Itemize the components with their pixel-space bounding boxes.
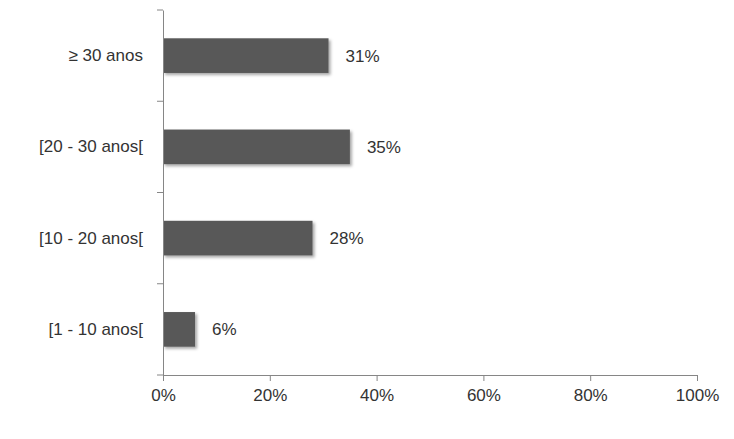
- category-separator: [157, 101, 163, 102]
- x-tick: 100%: [676, 375, 719, 405]
- y-tick-label: [20 - 30 anos[: [39, 137, 143, 156]
- y-tick: [1 - 10 anos[: [48, 320, 163, 339]
- bars: [163, 38, 350, 346]
- category-separator: [157, 10, 163, 11]
- category-separator: [157, 375, 163, 376]
- category-separator: [157, 283, 163, 284]
- x-tick-label: 20%: [253, 386, 287, 405]
- y-tick: [10 - 20 anos[: [39, 229, 163, 248]
- data-label: 28%: [330, 229, 364, 248]
- x-tick: 0%: [151, 375, 176, 405]
- x-tick: 80%: [574, 375, 608, 405]
- x-tick-mark: [697, 375, 698, 381]
- x-axis: 0% 20% 40% 60% 80% 100%: [151, 375, 719, 405]
- y-axis-line: [163, 11, 164, 376]
- data-label: 35%: [367, 138, 401, 157]
- bar: [163, 130, 350, 165]
- x-tick: 60%: [467, 375, 501, 405]
- bar: [163, 312, 195, 347]
- x-tick-label: 40%: [360, 386, 394, 405]
- data-labels: 31% 35% 28% 6%: [212, 47, 401, 340]
- chart: 31% 35% 28% 6% 0% 20% 40% 60% 80% 100% ≥ 30 anos [2…: [0, 0, 734, 439]
- y-tick: [20 - 30 anos[: [39, 137, 163, 156]
- x-tick: 20%: [253, 375, 287, 405]
- x-tick-mark: [590, 375, 591, 381]
- y-tick-label: [10 - 20 anos[: [39, 229, 143, 248]
- x-tick-label: 0%: [151, 386, 176, 405]
- bar: [163, 38, 329, 73]
- y-tick: ≥ 30 anos: [68, 46, 163, 65]
- x-tick-mark: [163, 375, 164, 381]
- x-tick-label: 60%: [467, 386, 501, 405]
- y-tick-label: [1 - 10 anos[: [48, 320, 143, 339]
- data-label: 31%: [346, 47, 380, 66]
- x-tick-mark: [270, 375, 271, 381]
- x-tick: 40%: [360, 375, 394, 405]
- bar: [163, 221, 313, 256]
- data-label: 6%: [212, 320, 237, 339]
- category-separator: [157, 192, 163, 193]
- x-tick-label: 100%: [676, 386, 719, 405]
- x-tick-mark: [483, 375, 484, 381]
- category-separators: [157, 10, 163, 375]
- x-tick-mark: [377, 375, 378, 381]
- x-axis-line: [164, 376, 698, 382]
- y-axis: ≥ 30 anos [20 - 30 anos[ [10 - 20 anos[ [1 …: [39, 11, 163, 376]
- x-tick-label: 80%: [574, 386, 608, 405]
- y-tick-label: ≥ 30 anos: [68, 46, 143, 65]
